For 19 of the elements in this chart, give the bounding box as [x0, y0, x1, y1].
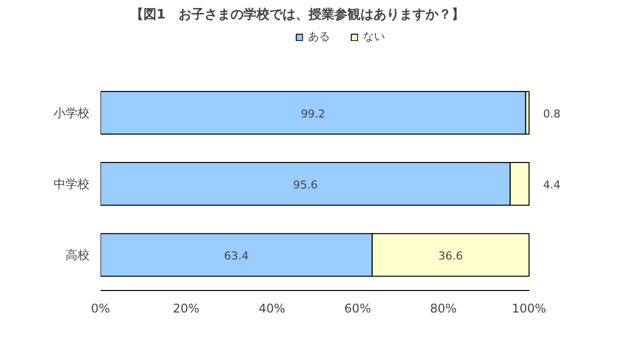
data-label: 99.2 — [300, 107, 326, 120]
legend-label: ある — [308, 29, 330, 44]
data-label: 4.4 — [543, 178, 561, 192]
y-tick-label: 中学校 — [54, 176, 90, 191]
data-label: 95.6 — [293, 178, 318, 192]
y-tick-label: 小学校 — [54, 106, 90, 120]
legend-label: ない — [363, 29, 385, 44]
data-label: 36.6 — [438, 249, 463, 262]
x-tick-label: 100% — [512, 302, 546, 316]
x-tick-label: 80% — [430, 302, 457, 316]
data-label: 63.4 — [224, 249, 249, 262]
x-tick-label: 20% — [172, 302, 200, 316]
x-tick-label: 40% — [258, 302, 286, 316]
y-tick-label: 高校 — [66, 248, 90, 262]
chart-title: 【図1 お子さまの学校では、授業参観はありますか？】 — [130, 6, 465, 22]
x-tick-label: 0% — [90, 302, 110, 316]
bar — [100, 90, 526, 135]
x-tick-label: 60% — [344, 302, 371, 316]
data-label: 0.8 — [543, 107, 561, 120]
